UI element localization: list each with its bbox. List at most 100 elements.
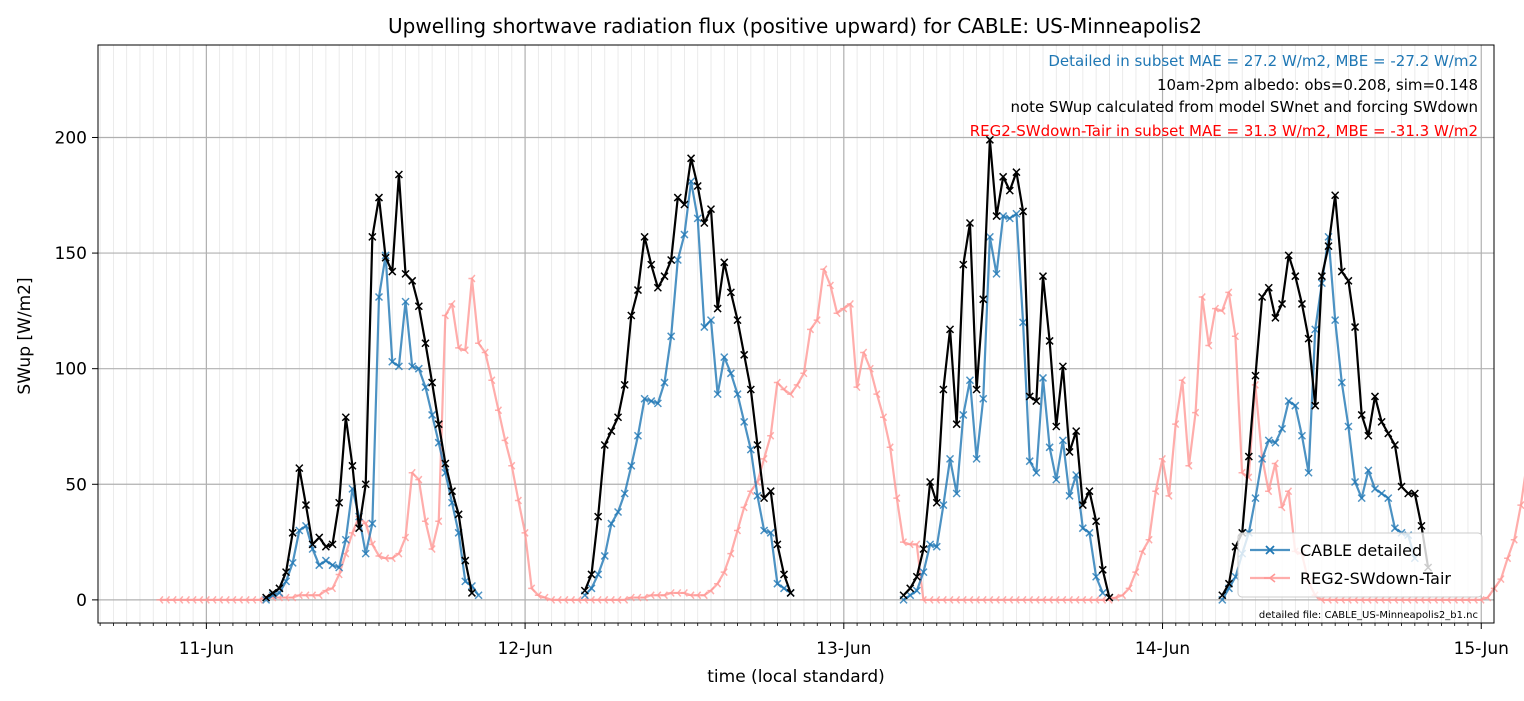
series-layer — [156, 135, 1524, 604]
data-point — [627, 461, 636, 470]
data-point — [667, 332, 676, 341]
annotation-swup-note: note SWup calculated from model SWnet an… — [1010, 98, 1478, 116]
data-point — [601, 595, 609, 604]
data-point — [329, 584, 337, 593]
data-point — [308, 540, 317, 549]
data-point — [288, 558, 297, 567]
data-point — [1085, 528, 1094, 537]
data-point — [455, 343, 463, 352]
data-point — [673, 193, 682, 202]
data-point — [275, 584, 284, 593]
data-point — [1178, 376, 1186, 385]
data-point — [236, 595, 244, 604]
data-point — [1291, 272, 1300, 281]
data-point — [461, 346, 469, 355]
data-point — [633, 286, 642, 295]
y-tick-label: 100 — [55, 360, 87, 380]
data-point — [673, 255, 682, 265]
data-point — [1119, 591, 1127, 600]
data-point — [600, 440, 609, 450]
data-point — [268, 591, 277, 600]
data-point — [1484, 593, 1492, 602]
data-point — [587, 570, 596, 579]
y-axis-label: SWup [W/m2] — [15, 277, 35, 394]
data-point — [634, 593, 642, 602]
data-point — [953, 595, 961, 604]
data-point — [932, 498, 941, 507]
data-point — [660, 272, 669, 281]
data-point — [1377, 417, 1386, 426]
axis-layer: 11-Jun 12-Jun 13-Jun 14-Jun 15-Jun 0 50 100 150 2… — [55, 128, 1509, 659]
data-point — [919, 544, 928, 554]
data-point — [1211, 304, 1220, 313]
data-point — [607, 595, 615, 604]
data-point — [614, 413, 623, 422]
data-point — [1357, 494, 1366, 503]
data-point — [568, 595, 576, 604]
data-point — [720, 258, 729, 267]
data-point — [1404, 489, 1413, 498]
data-point — [986, 595, 994, 604]
data-point — [740, 417, 749, 426]
data-point — [1304, 468, 1313, 477]
data-point — [1324, 242, 1333, 251]
data-point — [1390, 440, 1399, 450]
data-point — [1205, 341, 1213, 350]
data-point — [820, 265, 828, 274]
data-point — [481, 348, 489, 357]
data-point — [680, 200, 689, 209]
data-point — [999, 595, 1007, 604]
data-point — [760, 494, 769, 503]
data-point — [1065, 595, 1073, 604]
legend-marker-cable — [1265, 545, 1275, 555]
data-point — [508, 461, 516, 470]
data-point — [163, 595, 171, 604]
data-point — [262, 593, 271, 602]
data-point — [1019, 595, 1027, 604]
data-point — [394, 170, 403, 179]
data-point — [1397, 482, 1406, 491]
data-point — [454, 510, 463, 519]
data-point — [1012, 168, 1021, 177]
data-point — [621, 595, 629, 604]
data-point — [242, 595, 250, 604]
data-point — [348, 528, 356, 537]
data-point — [1351, 323, 1360, 332]
data-point — [760, 454, 768, 463]
data-point — [1244, 452, 1253, 461]
data-point — [946, 325, 955, 334]
data-point — [1099, 595, 1107, 604]
data-point — [1072, 471, 1081, 480]
data-point — [1251, 371, 1260, 380]
data-point — [448, 299, 456, 308]
data-point — [434, 420, 443, 429]
data-point — [1337, 267, 1346, 276]
data-point — [374, 292, 384, 302]
data-point — [1344, 276, 1353, 285]
data-point — [1032, 595, 1040, 604]
data-point — [1271, 459, 1279, 468]
data-point — [653, 399, 662, 408]
data-point — [773, 579, 782, 588]
data-point — [362, 519, 370, 528]
data-point — [1297, 299, 1306, 308]
data-point — [196, 595, 204, 604]
data-point — [727, 549, 735, 558]
data-point — [587, 584, 596, 593]
data-point — [860, 348, 868, 357]
data-point — [1052, 595, 1060, 604]
data-point — [1271, 438, 1280, 447]
data-point — [229, 595, 237, 604]
data-point — [1337, 378, 1346, 387]
data-point — [1005, 186, 1014, 195]
data-point — [1517, 501, 1524, 510]
data-point — [315, 533, 324, 542]
annotations: Detailed in subset MAE = 27.2 W/m2, MBE … — [970, 52, 1478, 140]
legend-label-cable: CABLE detailed — [1300, 541, 1422, 560]
data-point — [322, 586, 330, 595]
data-point — [548, 595, 556, 604]
data-point — [1504, 554, 1512, 563]
data-point — [614, 507, 623, 517]
data-point — [972, 385, 981, 394]
